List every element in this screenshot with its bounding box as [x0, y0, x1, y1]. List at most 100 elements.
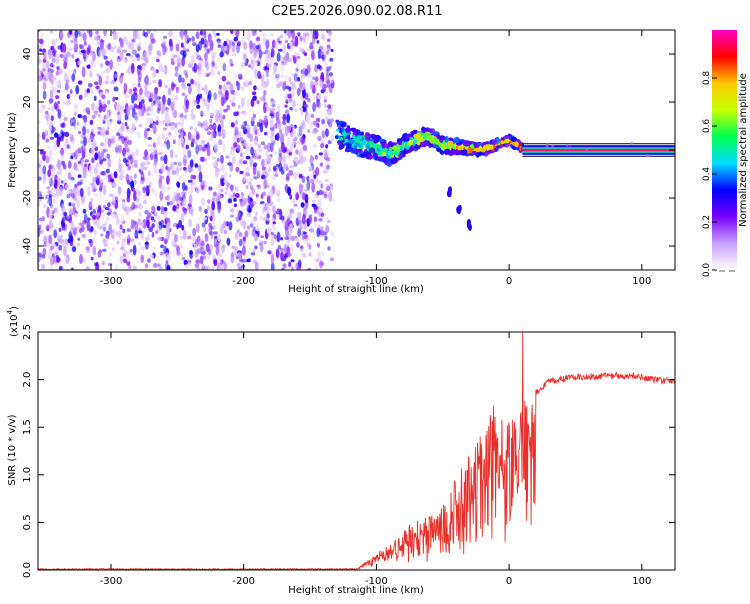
noise-blob — [91, 157, 95, 164]
noise-blob — [44, 110, 48, 117]
signal-blob — [405, 145, 410, 150]
noise-blob — [204, 84, 208, 95]
noise-blob — [192, 174, 197, 180]
noise-blob — [188, 194, 193, 205]
noise-blob — [145, 74, 149, 86]
noise-blob — [193, 51, 198, 56]
noise-blob — [105, 67, 110, 74]
noise-blob — [66, 51, 71, 58]
noise-blob — [259, 30, 262, 33]
signal-blob — [351, 134, 356, 139]
noise-blob — [155, 99, 160, 106]
snr-scale-label: (x104) — [6, 306, 20, 337]
noise-blob — [152, 79, 157, 84]
noise-blob — [68, 47, 73, 52]
noise-blob — [291, 81, 295, 91]
noise-blob — [300, 245, 304, 249]
noise-blob — [174, 72, 179, 77]
noise-blob — [104, 207, 110, 210]
noise-blob — [116, 102, 120, 113]
signal-blob — [447, 140, 454, 146]
noise-blob — [327, 219, 331, 223]
noise-blob — [125, 125, 129, 130]
noise-blob — [63, 142, 68, 153]
noise-blob — [330, 49, 334, 52]
noise-blob — [271, 39, 276, 49]
noise-blob — [131, 202, 136, 211]
noise-blob — [75, 168, 80, 172]
noise-blob — [76, 152, 81, 157]
noise-blob — [172, 54, 178, 59]
noise-blob — [101, 94, 106, 99]
noise-blob — [126, 41, 130, 47]
noise-blob — [151, 152, 156, 156]
noise-blob — [235, 166, 240, 173]
noise-blob — [299, 107, 303, 111]
noise-blob — [151, 206, 156, 211]
noise-blob — [242, 121, 246, 127]
noise-blob — [236, 134, 242, 138]
spectrogram-xtick-label: -300 — [100, 276, 123, 287]
noise-blob — [89, 134, 94, 141]
noise-blob — [282, 113, 287, 122]
spectrogram-ytick-label: -20 — [22, 190, 33, 206]
noise-blob — [103, 30, 107, 37]
noise-blob — [107, 262, 113, 266]
noise-blob — [235, 80, 239, 87]
noise-blob — [257, 143, 261, 149]
faint-blob — [551, 144, 555, 148]
noise-blob — [176, 223, 180, 230]
noise-blob — [42, 74, 47, 79]
noise-blob — [204, 233, 209, 243]
noise-blob — [239, 162, 244, 168]
noise-blob — [302, 156, 307, 163]
noise-blob — [100, 178, 104, 183]
noise-blob — [295, 149, 299, 155]
noise-blob — [66, 93, 71, 100]
noise-blob — [90, 226, 94, 232]
noise-blob — [110, 46, 114, 53]
noise-blob — [42, 172, 47, 181]
noise-blob — [320, 183, 324, 189]
noise-blob — [276, 214, 281, 219]
noise-blob — [118, 144, 122, 154]
noise-blob — [166, 254, 171, 262]
noise-blob — [181, 57, 186, 67]
noise-blob — [207, 35, 212, 46]
noise-blob — [281, 215, 286, 224]
noise-blob — [249, 224, 255, 229]
noise-blob — [47, 49, 52, 55]
noise-blob — [309, 120, 314, 129]
noise-blob — [316, 258, 320, 263]
noise-blob — [261, 203, 266, 208]
noise-blob — [233, 197, 237, 202]
noise-blob — [164, 84, 168, 89]
noise-blob — [117, 63, 122, 67]
noise-blob — [103, 226, 107, 232]
noise-blob — [287, 217, 291, 222]
noise-blob — [290, 139, 295, 150]
noise-blob — [312, 144, 317, 148]
snr-ytick-label: 2.0 — [22, 372, 33, 388]
noise-blob — [237, 73, 243, 80]
noise-blob — [167, 87, 172, 96]
noise-blob — [132, 244, 137, 256]
noise-blob — [117, 46, 121, 55]
noise-blob — [196, 104, 201, 109]
noise-blob — [55, 37, 59, 43]
noise-blob — [158, 221, 162, 225]
noise-blob — [97, 131, 101, 135]
spectrogram-marks — [38, 30, 675, 270]
noise-blob — [137, 241, 142, 247]
noise-blob — [106, 212, 111, 216]
noise-blob — [145, 117, 150, 124]
signal-blob — [483, 150, 489, 157]
noise-blob — [190, 182, 194, 186]
noise-blob — [229, 184, 234, 191]
noise-blob — [103, 55, 108, 60]
noise-blob — [141, 221, 145, 227]
signal-blob — [500, 140, 505, 145]
noise-blob — [269, 189, 274, 198]
noise-blob — [229, 30, 234, 35]
noise-blob — [126, 260, 131, 266]
